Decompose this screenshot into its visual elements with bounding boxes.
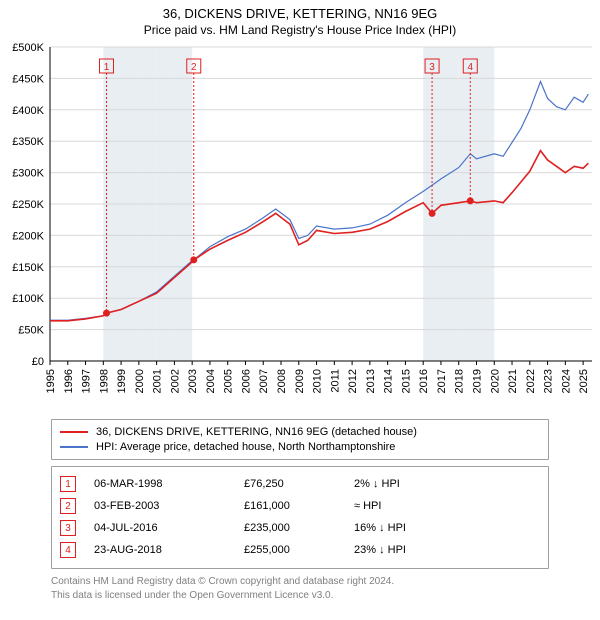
sale-marker-number: 1: [104, 62, 110, 73]
sale-price: £161,000: [244, 500, 354, 512]
x-tick-label: 2013: [365, 369, 377, 393]
x-tick-label: 1998: [98, 369, 110, 393]
y-tick-label: £300K: [12, 168, 44, 180]
x-tick-label: 2023: [543, 369, 555, 393]
sale-date: 04-JUL-2016: [94, 522, 244, 534]
x-tick-label: 2018: [454, 369, 466, 393]
legend-label: 36, DICKENS DRIVE, KETTERING, NN16 9EG (…: [96, 426, 417, 438]
x-tick-label: 2008: [276, 369, 288, 393]
legend-swatch: [60, 446, 88, 448]
sale-marker-number: 2: [191, 62, 197, 73]
sale-dot: [429, 210, 436, 217]
x-tick-label: 2019: [471, 369, 483, 393]
x-tick-label: 2005: [223, 369, 235, 393]
x-tick-label: 2010: [312, 369, 324, 393]
sale-marker-chip: 2: [60, 498, 76, 514]
sale-diff: 16% ↓ HPI: [354, 522, 406, 534]
sale-row: 2 03-FEB-2003 £161,000 ≈ HPI: [60, 495, 540, 517]
sale-dot: [103, 310, 110, 317]
x-tick-label: 2020: [489, 369, 501, 393]
y-tick-label: £500K: [12, 42, 44, 54]
sale-row: 4 23-AUG-2018 £255,000 23% ↓ HPI: [60, 539, 540, 561]
sale-marker-chip: 3: [60, 520, 76, 536]
sale-marker-chip: 1: [60, 476, 76, 492]
y-tick-label: £150K: [12, 262, 44, 274]
sale-date: 23-AUG-2018: [94, 544, 244, 556]
x-tick-label: 2016: [418, 369, 430, 393]
x-tick-label: 1997: [81, 369, 93, 393]
sale-price: £255,000: [244, 544, 354, 556]
y-tick-label: £50K: [18, 325, 44, 337]
x-tick-label: 2000: [134, 369, 146, 393]
y-tick-label: £200K: [12, 230, 44, 242]
x-tick-label: 2012: [347, 369, 359, 393]
x-tick-label: 2003: [187, 369, 199, 393]
legend-swatch: [60, 431, 88, 433]
y-tick-label: £250K: [12, 199, 44, 211]
x-tick-label: 2002: [169, 369, 181, 393]
x-tick-label: 2022: [525, 369, 537, 393]
sale-dot: [467, 197, 474, 204]
x-tick-label: 2017: [436, 369, 448, 393]
sale-row: 1 06-MAR-1998 £76,250 2% ↓ HPI: [60, 473, 540, 495]
chart: £0 £50K £100K £150K £200K £250K £300K £350K £400…: [0, 41, 600, 411]
x-tick-label: 2015: [400, 369, 412, 393]
x-tick-label: 2009: [294, 369, 306, 393]
sale-price: £76,250: [244, 478, 354, 490]
sale-price: £235,000: [244, 522, 354, 534]
x-tick-label: 2001: [152, 369, 164, 393]
x-tick-label: 2014: [383, 369, 395, 393]
legend: 36, DICKENS DRIVE, KETTERING, NN16 9EG (…: [51, 419, 549, 460]
y-tick-label: £350K: [12, 136, 44, 148]
sale-marker-number: 3: [429, 62, 435, 73]
x-tick-label: 2011: [329, 369, 341, 393]
sale-date: 06-MAR-1998: [94, 478, 244, 490]
sale-date: 03-FEB-2003: [94, 500, 244, 512]
x-tick-label: 1999: [116, 369, 128, 393]
page: 36, DICKENS DRIVE, KETTERING, NN16 9EG P…: [0, 0, 600, 620]
x-tick-label: 2021: [507, 369, 519, 393]
sale-diff: 23% ↓ HPI: [354, 544, 406, 556]
chart-svg: £0 £50K £100K £150K £200K £250K £300K £350K £400…: [0, 41, 600, 411]
x-tick-label: 2006: [240, 369, 252, 393]
y-tick-label: £400K: [12, 105, 44, 117]
page-title: 36, DICKENS DRIVE, KETTERING, NN16 9EG: [0, 0, 600, 21]
footnote-line: Contains HM Land Registry data © Crown c…: [51, 575, 549, 589]
sale-diff: 2% ↓ HPI: [354, 478, 400, 490]
legend-label: HPI: Average price, detached house, Nort…: [96, 441, 395, 453]
x-tick-label: 1996: [63, 369, 75, 393]
x-tick-label: 2004: [205, 369, 217, 393]
x-tick-label: 2025: [578, 369, 590, 393]
y-tick-label: £100K: [12, 293, 44, 305]
sale-diff: ≈ HPI: [354, 500, 381, 512]
footnote: Contains HM Land Registry data © Crown c…: [51, 575, 549, 602]
page-subtitle: Price paid vs. HM Land Registry's House …: [0, 21, 600, 41]
sale-marker-chip: 4: [60, 542, 76, 558]
x-tick-label: 1995: [45, 369, 57, 393]
legend-item: HPI: Average price, detached house, Nort…: [60, 439, 540, 454]
sale-marker-number: 4: [467, 62, 473, 73]
x-tick-label: 2024: [560, 369, 572, 393]
sales-table: 1 06-MAR-1998 £76,250 2% ↓ HPI 2 03-FEB-…: [51, 466, 549, 569]
legend-item: 36, DICKENS DRIVE, KETTERING, NN16 9EG (…: [60, 424, 540, 439]
x-tick-label: 2007: [258, 369, 270, 393]
sale-dot: [190, 256, 197, 263]
sale-row: 3 04-JUL-2016 £235,000 16% ↓ HPI: [60, 517, 540, 539]
footnote-line: This data is licensed under the Open Gov…: [51, 589, 549, 603]
y-tick-label: £0: [32, 356, 44, 368]
y-tick-label: £450K: [12, 73, 44, 85]
